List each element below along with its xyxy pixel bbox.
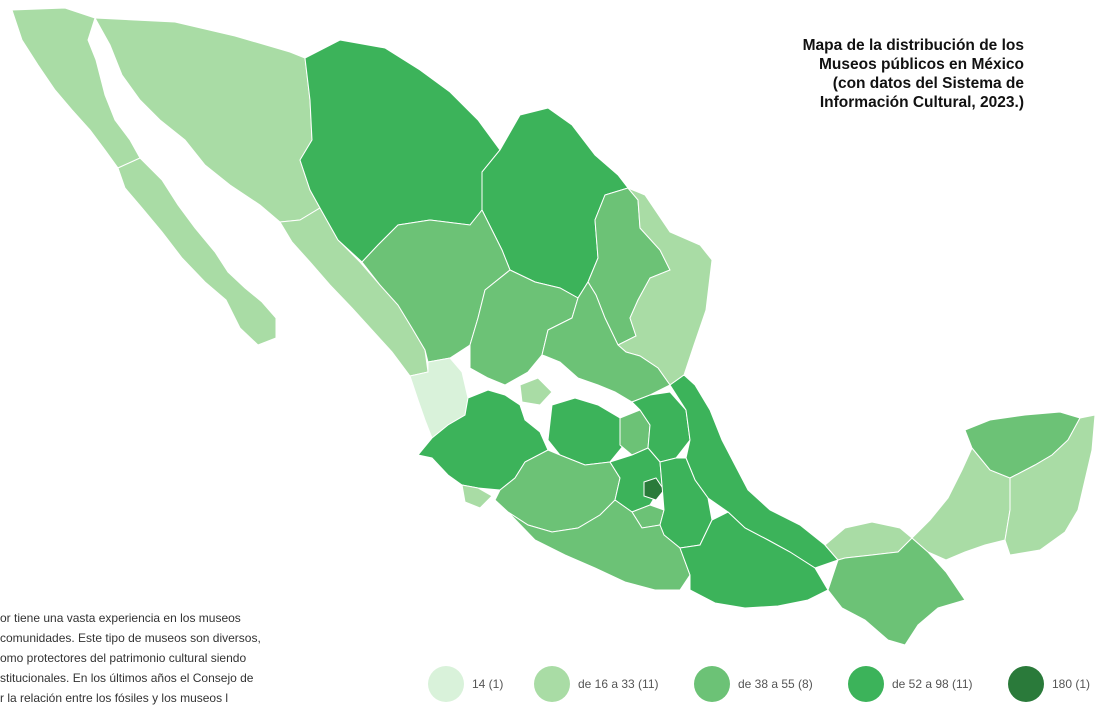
state-aguascalientes[interactable] [519,377,553,406]
legend-label: de 52 a 98 (11) [892,677,973,691]
body-line: comunidades. Este tipo de museos son div… [0,631,261,645]
legend-item: de 16 a 33 (11) [534,664,659,704]
legend-swatch [428,666,464,702]
state-guanajuato[interactable] [547,397,629,466]
legend-item: de 52 a 98 (11) [848,664,973,704]
legend-item: 180 (1) [1008,664,1090,704]
map-title: Mapa de la distribución de los Museos pú… [802,37,1024,111]
legend-label: de 16 a 33 (11) [578,677,659,691]
body-line: r la relación entre los fósiles y los mu… [0,691,229,705]
state-guerrero[interactable] [507,499,691,591]
legend-item: 14 (1) [428,664,503,704]
legend-item: de 38 a 55 (8) [694,664,813,704]
legend-swatch [534,666,570,702]
state-oaxaca[interactable] [679,511,829,609]
state-zacatecas[interactable] [469,269,579,386]
legend-label: 14 (1) [472,677,504,691]
body-line: stitucionales. En los últimos años el Co… [0,671,254,685]
body-text: or tiene una vasta experiencia en los mu… [0,608,330,708]
state-quintana-roo[interactable] [1004,414,1096,556]
state-chiapas[interactable] [827,537,966,646]
body-line: omo protectores del patrimonio cultural … [0,651,247,665]
body-line: or tiene una vasta experiencia en los mu… [0,611,241,625]
legend-label: de 38 a 55 (8) [738,677,813,691]
state-colima[interactable] [461,484,493,509]
legend-label: 180 (1) [1052,677,1091,691]
state-baja-california-sur[interactable] [117,157,277,346]
legend-swatch [848,666,884,702]
legend-swatch [694,666,730,702]
legend-swatch [1008,666,1044,702]
state-ciudad-de-mexico[interactable] [643,477,665,501]
map-legend: 14 (1) de 16 a 33 (11) de 38 a 55 (8) de… [428,664,1098,704]
